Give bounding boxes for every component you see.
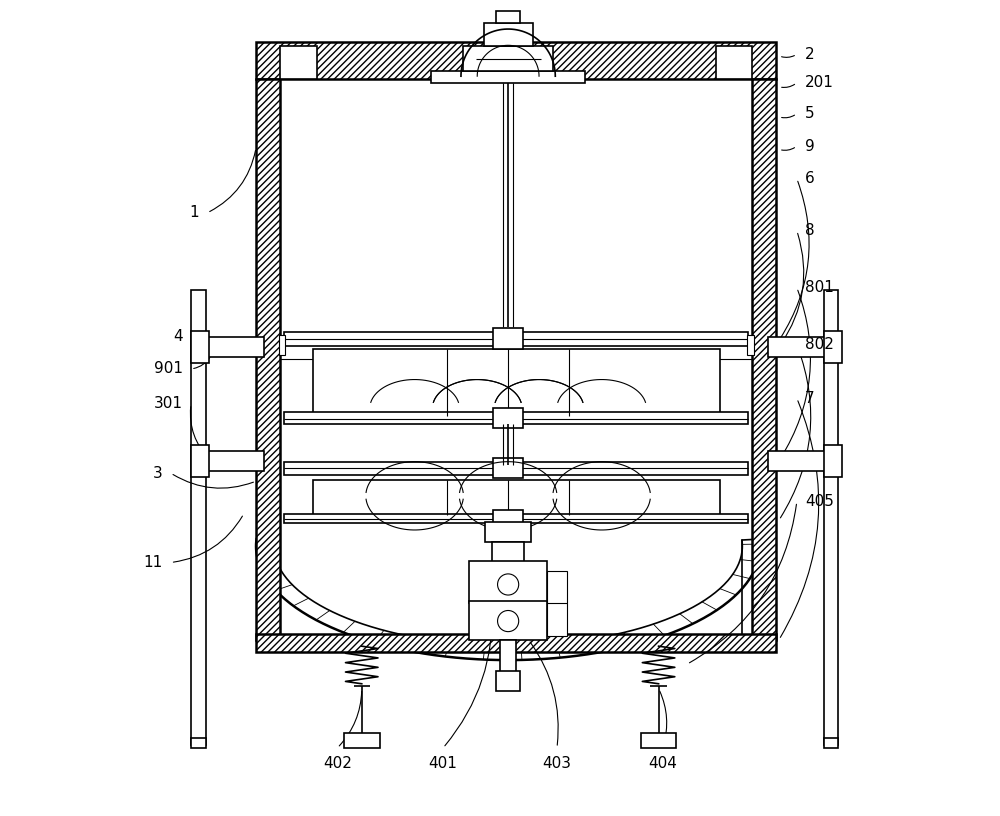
Bar — [824, 738, 838, 748]
Text: 5: 5 — [805, 106, 815, 121]
Bar — [641, 734, 676, 748]
Bar — [431, 70, 585, 82]
Bar — [313, 480, 720, 516]
Text: 401: 401 — [429, 756, 458, 771]
Text: 4: 4 — [173, 329, 183, 344]
Bar — [284, 331, 748, 346]
Bar — [768, 337, 829, 357]
Text: 403: 403 — [542, 756, 571, 771]
Bar — [547, 570, 567, 636]
Bar — [824, 290, 838, 746]
Bar — [191, 290, 206, 746]
Bar — [191, 445, 209, 477]
Bar — [344, 734, 380, 748]
Text: 901: 901 — [154, 361, 183, 376]
Text: 301: 301 — [154, 397, 183, 411]
Bar — [716, 47, 752, 78]
Bar — [752, 78, 776, 640]
Bar — [203, 337, 264, 357]
Text: 1: 1 — [189, 206, 199, 220]
Bar — [496, 11, 520, 24]
Bar — [313, 349, 720, 416]
Bar — [492, 542, 524, 562]
Bar — [256, 78, 280, 640]
Bar — [824, 330, 842, 363]
Bar — [493, 408, 523, 428]
Text: 801: 801 — [805, 280, 834, 295]
Bar — [284, 462, 748, 475]
Bar — [280, 47, 317, 78]
Bar — [493, 328, 523, 349]
Text: 405: 405 — [805, 494, 834, 509]
Text: 402: 402 — [323, 756, 352, 771]
Bar — [469, 601, 547, 640]
Bar — [280, 78, 752, 634]
Text: 2: 2 — [805, 47, 815, 62]
Bar — [203, 451, 264, 471]
Bar — [824, 445, 842, 477]
Text: 201: 201 — [805, 75, 834, 91]
Text: 6: 6 — [805, 171, 815, 186]
Text: 404: 404 — [648, 756, 677, 771]
Text: 9: 9 — [805, 139, 815, 153]
Bar — [747, 335, 754, 355]
Text: 11: 11 — [143, 555, 163, 570]
Bar — [496, 671, 520, 691]
Text: 3: 3 — [153, 466, 163, 481]
Bar — [493, 459, 523, 478]
Bar — [485, 522, 531, 542]
Bar — [284, 412, 748, 424]
Bar — [463, 47, 553, 70]
Bar — [279, 335, 285, 355]
Bar — [484, 24, 533, 47]
Bar — [500, 640, 516, 672]
Text: 802: 802 — [805, 337, 834, 352]
Bar — [284, 514, 748, 524]
Bar — [256, 634, 776, 652]
Bar — [469, 561, 547, 603]
Bar — [500, 32, 516, 47]
Bar — [191, 738, 206, 748]
Text: 8: 8 — [805, 224, 815, 238]
Text: 7: 7 — [805, 391, 815, 406]
Bar — [493, 511, 523, 527]
Bar — [191, 330, 209, 363]
Bar — [768, 451, 829, 471]
Bar — [256, 42, 776, 78]
